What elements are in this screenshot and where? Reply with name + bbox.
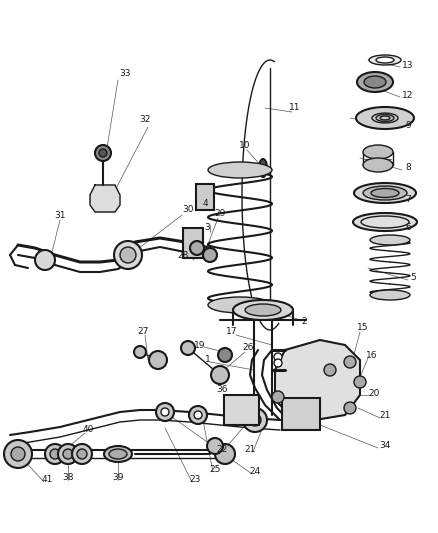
Ellipse shape [352,213,416,231]
Text: 36: 36 [216,385,227,394]
Text: 10: 10 [239,141,250,149]
Circle shape [180,341,194,355]
Circle shape [343,356,355,368]
Ellipse shape [208,297,272,313]
Text: 1: 1 [205,356,210,365]
Text: 27: 27 [137,327,148,336]
Ellipse shape [109,449,127,459]
Text: 2: 2 [300,318,306,327]
Circle shape [63,449,73,459]
Text: 30: 30 [182,206,193,214]
Circle shape [134,346,146,358]
Circle shape [95,145,111,161]
Text: 32: 32 [139,116,150,125]
Ellipse shape [244,304,280,316]
Circle shape [50,449,60,459]
Ellipse shape [375,57,393,63]
Circle shape [248,414,261,426]
Circle shape [243,408,266,432]
Text: 20: 20 [367,389,379,398]
Circle shape [272,391,283,403]
Text: 21: 21 [378,410,390,419]
Text: 29: 29 [214,208,225,217]
Circle shape [161,408,169,416]
Text: 41: 41 [41,475,53,484]
Text: 7: 7 [404,196,410,205]
Text: 39: 39 [112,473,124,482]
Circle shape [202,248,216,262]
Text: 31: 31 [54,211,66,220]
Ellipse shape [233,300,292,320]
Text: 9: 9 [404,120,410,130]
Text: 3: 3 [204,223,209,232]
Circle shape [194,411,201,419]
Circle shape [190,241,204,255]
Circle shape [211,366,229,384]
Ellipse shape [104,446,132,462]
Polygon shape [274,340,359,420]
Text: 19: 19 [194,341,205,350]
Text: 16: 16 [365,351,377,359]
Ellipse shape [353,183,415,203]
Ellipse shape [258,159,266,177]
Circle shape [120,247,136,263]
FancyBboxPatch shape [223,395,258,425]
Circle shape [72,444,92,464]
Text: 12: 12 [401,91,413,100]
Ellipse shape [362,158,392,172]
Polygon shape [90,185,120,212]
Circle shape [218,348,231,362]
Text: 23: 23 [189,475,200,484]
Text: 22: 22 [216,446,227,455]
Text: 6: 6 [404,223,410,232]
FancyBboxPatch shape [195,184,213,210]
Text: 40: 40 [82,425,93,434]
Text: 34: 34 [378,440,390,449]
Circle shape [114,241,141,269]
Circle shape [99,149,107,157]
Circle shape [77,449,87,459]
Circle shape [148,351,166,369]
Circle shape [353,376,365,388]
Ellipse shape [362,145,392,159]
Text: 25: 25 [209,465,220,474]
Text: 8: 8 [404,164,410,173]
Circle shape [58,444,78,464]
Ellipse shape [369,235,409,245]
Ellipse shape [356,72,392,92]
Ellipse shape [208,162,272,178]
Text: 21: 21 [244,446,255,455]
Text: 24: 24 [249,467,260,477]
Circle shape [273,353,281,361]
Circle shape [155,403,173,421]
Text: 38: 38 [62,473,74,482]
Ellipse shape [355,107,413,129]
Ellipse shape [368,55,400,65]
Circle shape [11,447,25,461]
Text: 13: 13 [401,61,413,69]
Circle shape [35,250,55,270]
Circle shape [273,359,281,367]
Ellipse shape [362,186,406,200]
Text: 4: 4 [202,198,207,207]
FancyBboxPatch shape [281,398,319,430]
Ellipse shape [369,290,409,300]
Text: 33: 33 [119,69,131,77]
Text: 15: 15 [357,324,368,333]
Circle shape [45,444,65,464]
Text: 5: 5 [409,273,415,282]
FancyBboxPatch shape [183,228,202,258]
Circle shape [4,440,32,468]
Circle shape [323,364,335,376]
Text: 28: 28 [177,251,188,260]
Ellipse shape [370,189,398,198]
Circle shape [207,438,223,454]
Text: 11: 11 [289,103,300,112]
Text: 26: 26 [242,343,253,352]
Text: 17: 17 [226,327,237,336]
Ellipse shape [363,76,385,88]
Circle shape [215,444,234,464]
Circle shape [189,406,207,424]
Circle shape [343,402,355,414]
